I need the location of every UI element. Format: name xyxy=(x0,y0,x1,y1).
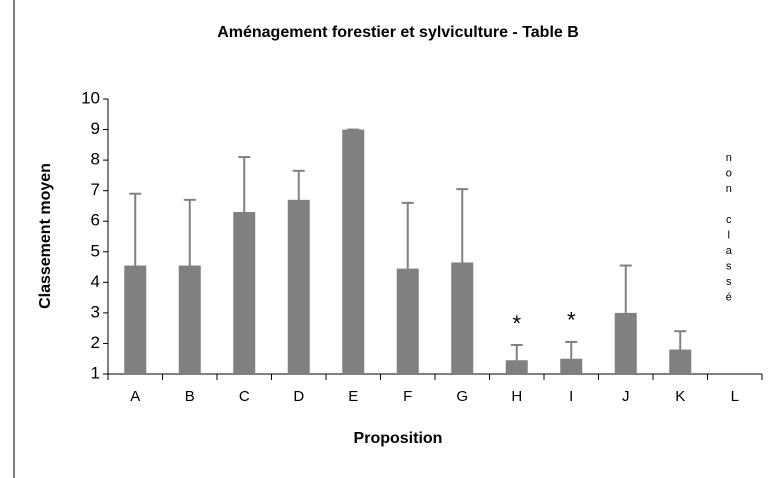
annotation: * xyxy=(512,311,521,336)
y-tick-label: 8 xyxy=(91,150,100,169)
x-tick-label: F xyxy=(403,388,412,405)
bar xyxy=(669,349,692,374)
bar xyxy=(505,360,528,374)
annotation: * xyxy=(567,308,576,333)
x-tick-label: B xyxy=(185,388,195,405)
y-tick-label: 1 xyxy=(91,363,100,382)
error-bar xyxy=(183,198,196,266)
error-bar xyxy=(674,330,687,350)
chart-title: Aménagement forestier et sylviculture - … xyxy=(217,24,579,41)
bar xyxy=(342,129,365,374)
bar xyxy=(614,312,637,374)
x-tick-label: C xyxy=(239,388,250,405)
y-tick-label: 5 xyxy=(91,241,100,260)
chart-border xyxy=(13,0,15,478)
x-tick-label: D xyxy=(293,388,304,405)
bar xyxy=(287,199,310,374)
x-tick-label: K xyxy=(675,388,685,405)
error-bar xyxy=(619,264,632,313)
x-axis-label: Proposition xyxy=(354,430,443,447)
error-bar xyxy=(292,169,305,200)
y-tick-label: 10 xyxy=(81,88,100,107)
error-bar xyxy=(129,192,142,266)
y-tick-label: 9 xyxy=(91,119,100,138)
y-tick-label: 7 xyxy=(91,180,100,199)
error-bar xyxy=(238,156,251,213)
y-tick-label: 6 xyxy=(91,211,100,230)
y-tick-label: 4 xyxy=(91,272,100,291)
y-tick-label: 3 xyxy=(91,302,100,321)
x-tick-label: J xyxy=(622,388,630,405)
y-tick-label: 2 xyxy=(91,333,100,352)
x-tick-label: G xyxy=(456,388,468,405)
bar xyxy=(233,212,256,374)
x-tick-label: A xyxy=(130,388,140,405)
x-tick-label: L xyxy=(731,388,739,405)
x-tick-label: H xyxy=(511,388,522,405)
x-tick-label: I xyxy=(569,388,573,405)
bar xyxy=(451,262,474,374)
y-axis-label: Classement moyen xyxy=(37,163,54,309)
error-bar xyxy=(401,201,414,269)
error-bar xyxy=(456,188,469,263)
error-bar xyxy=(565,340,578,359)
bar xyxy=(396,268,419,374)
bar xyxy=(124,265,147,374)
error-bar xyxy=(510,343,523,361)
bar xyxy=(178,265,201,374)
x-tick-label: E xyxy=(348,388,358,405)
bar xyxy=(560,358,583,374)
